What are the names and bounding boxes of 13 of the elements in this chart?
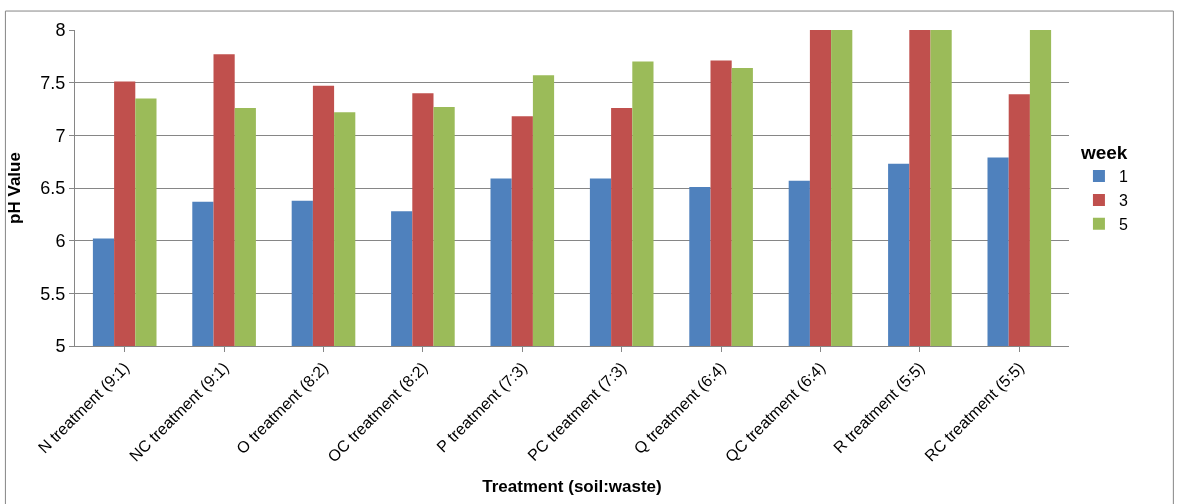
y-tick-label: 6 (55, 230, 66, 251)
x-axis-title: Treatment (soil:waste) (482, 476, 662, 496)
legend-label: 1 (1118, 168, 1128, 186)
legend-label: 5 (1118, 215, 1128, 233)
y-tick-label: 7.5 (40, 72, 66, 93)
y-tick-label: 8 (55, 20, 66, 41)
y-axis-title: pH Value (4, 152, 24, 224)
y-tick-label: 7 (55, 125, 66, 146)
legend-title: week (1079, 142, 1128, 164)
y-tick-label: 6.5 (40, 178, 66, 199)
y-tick-label: 5 (55, 336, 66, 357)
y-tick-label: 5.5 (40, 283, 66, 304)
legend-label: 3 (1118, 192, 1128, 210)
